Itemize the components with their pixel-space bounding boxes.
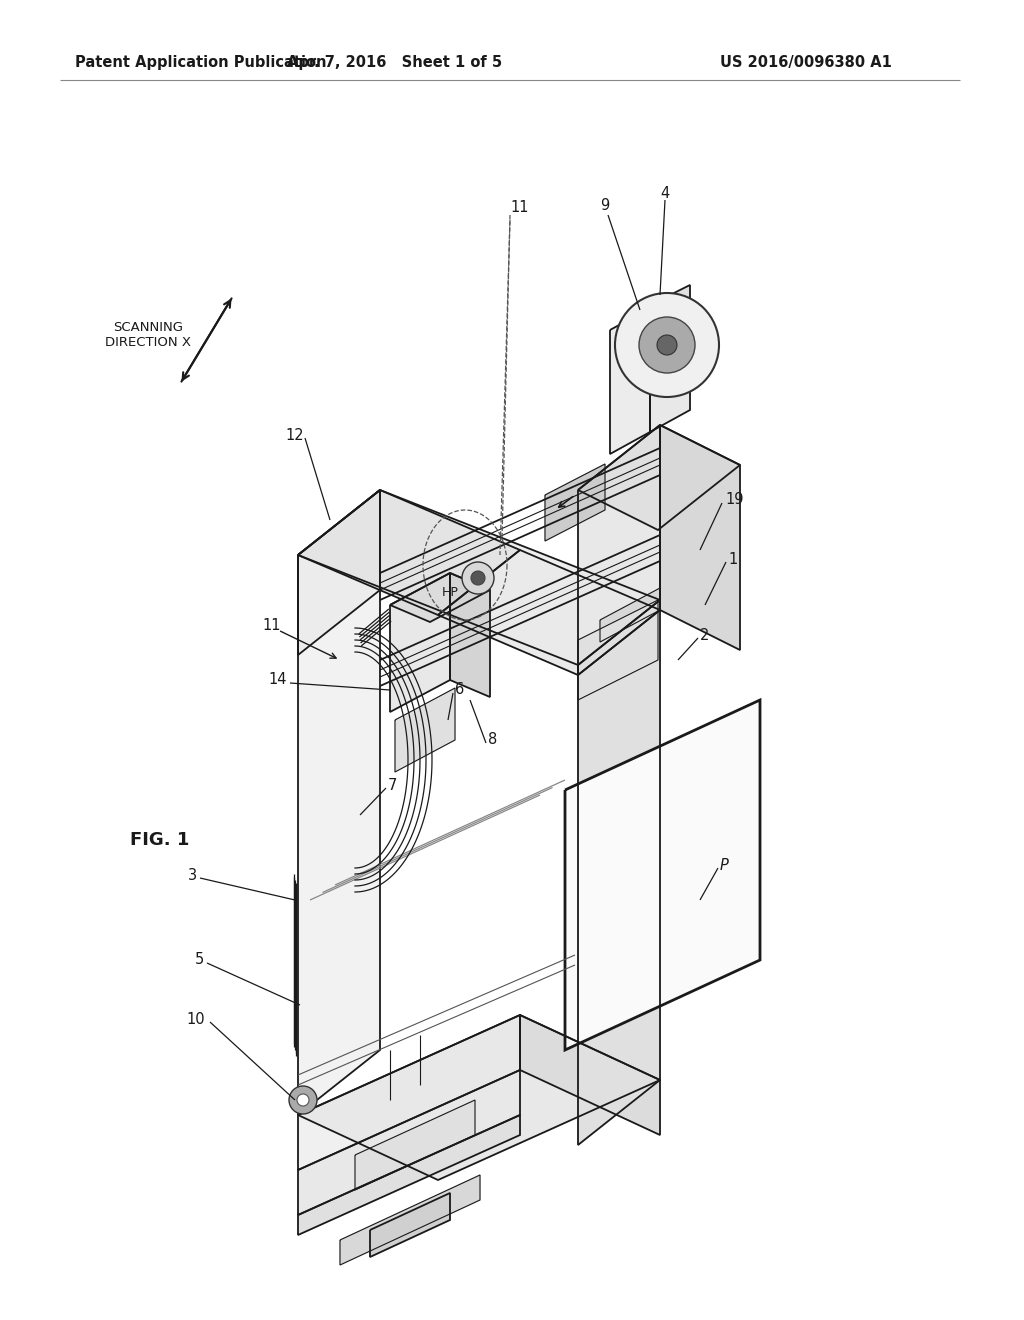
Text: 12: 12 (285, 428, 304, 442)
Text: FIG. 1: FIG. 1 (130, 832, 189, 849)
Text: HP: HP (442, 586, 459, 598)
Polygon shape (395, 688, 455, 772)
Polygon shape (438, 550, 660, 675)
Text: 19: 19 (725, 492, 743, 507)
Text: 2: 2 (700, 627, 710, 643)
Circle shape (462, 562, 494, 594)
Circle shape (297, 1094, 309, 1106)
Circle shape (615, 293, 719, 397)
Circle shape (289, 1086, 317, 1114)
Text: 11: 11 (262, 618, 281, 632)
Polygon shape (600, 587, 660, 642)
Polygon shape (355, 1100, 475, 1191)
Text: Apr. 7, 2016   Sheet 1 of 5: Apr. 7, 2016 Sheet 1 of 5 (288, 54, 503, 70)
Text: US 2016/0096380 A1: US 2016/0096380 A1 (720, 54, 892, 70)
Polygon shape (298, 1115, 520, 1236)
Text: 4: 4 (660, 186, 670, 201)
Polygon shape (650, 308, 690, 432)
Text: 1: 1 (728, 553, 737, 568)
Circle shape (639, 317, 695, 374)
Text: 6: 6 (455, 682, 464, 697)
Text: 9: 9 (600, 198, 609, 213)
Polygon shape (578, 601, 658, 700)
Polygon shape (578, 601, 660, 1144)
Text: 14: 14 (268, 672, 287, 688)
Polygon shape (630, 285, 690, 338)
Text: Patent Application Publication: Patent Application Publication (75, 54, 327, 70)
Text: SCANNING
DIRECTION X: SCANNING DIRECTION X (105, 321, 191, 348)
Text: 8: 8 (488, 733, 498, 747)
Polygon shape (298, 490, 520, 615)
Text: 3: 3 (188, 867, 198, 883)
Polygon shape (578, 425, 660, 675)
Polygon shape (298, 1015, 520, 1170)
Text: 5: 5 (195, 953, 204, 968)
Polygon shape (578, 425, 740, 531)
Text: 7: 7 (388, 777, 397, 792)
Polygon shape (298, 490, 380, 1115)
Text: P: P (720, 858, 729, 873)
Polygon shape (390, 573, 490, 622)
Polygon shape (390, 573, 450, 711)
Circle shape (471, 572, 485, 585)
Polygon shape (340, 1175, 480, 1265)
Polygon shape (298, 1071, 520, 1214)
Polygon shape (450, 573, 490, 697)
Polygon shape (565, 700, 760, 1049)
Polygon shape (520, 1015, 660, 1135)
Polygon shape (370, 1193, 450, 1257)
Polygon shape (660, 425, 740, 649)
Polygon shape (298, 490, 380, 655)
Text: 11: 11 (510, 199, 528, 214)
Polygon shape (298, 1015, 660, 1180)
Polygon shape (298, 490, 660, 665)
Polygon shape (545, 465, 605, 541)
Polygon shape (610, 308, 650, 454)
Text: 10: 10 (186, 1012, 205, 1027)
Circle shape (657, 335, 677, 355)
